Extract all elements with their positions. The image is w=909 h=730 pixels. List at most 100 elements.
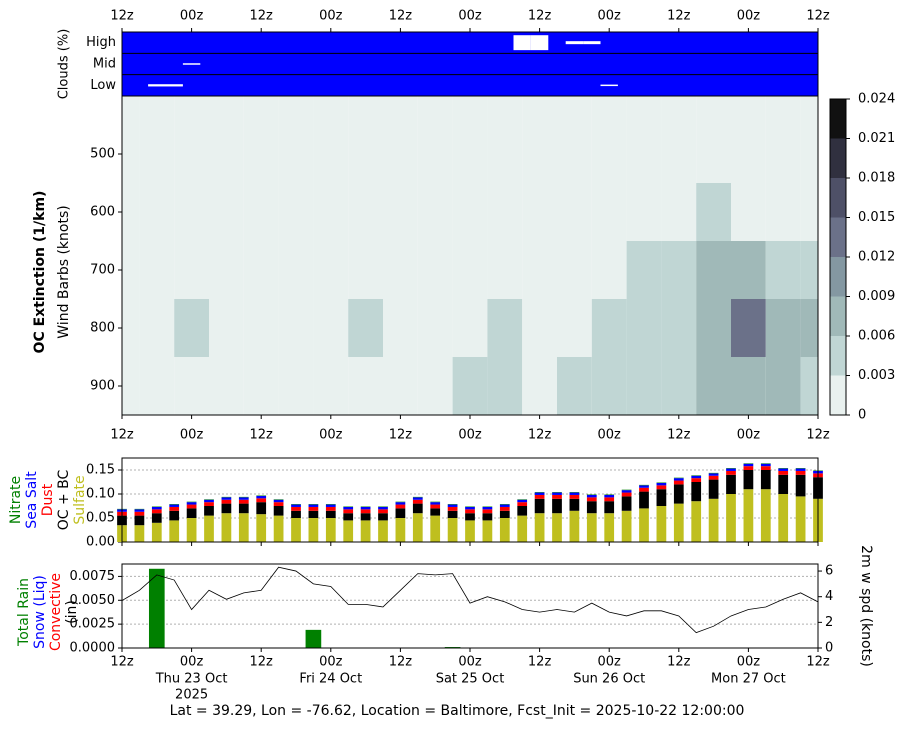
colorbar-tick-label: 0.015: [858, 210, 895, 225]
aerosol-bar: [412, 497, 423, 500]
aerosol-bar: [325, 506, 336, 511]
aerosol-bar: [569, 498, 580, 511]
aerosol-bar: [204, 499, 214, 503]
aerosol-bar: [343, 506, 354, 510]
aerosol-bar: [708, 475, 719, 480]
extinction-cell: [278, 183, 314, 241]
x-tick-label: 00z: [598, 655, 622, 670]
extinction-cell: [417, 96, 453, 183]
aerosol-bar: [673, 503, 684, 542]
cloud-cell: [182, 63, 201, 65]
aerosol-bar: [134, 509, 145, 512]
year-label: 2025: [175, 688, 208, 703]
aerosol-bar: [569, 510, 580, 542]
aerosol-bar: [795, 468, 806, 471]
aerosol-bar: [760, 466, 771, 470]
date-label: Fri 24 Oct: [299, 672, 362, 687]
aerosol-bar: [378, 509, 388, 514]
x-tick-label: 12z: [528, 428, 552, 443]
aerosol-bar: [273, 506, 284, 516]
date-label: Sun 26 Oct: [573, 672, 645, 687]
aerosol-bar: [482, 520, 493, 542]
aerosol-bar: [378, 506, 388, 510]
aerosol-bar: [221, 499, 232, 504]
aerosol-bar: [151, 522, 162, 542]
aerosol-bar: [482, 506, 493, 510]
aerosol-bar: [169, 506, 180, 511]
extinction-cell: [174, 241, 209, 299]
aerosol-bar: [708, 479, 719, 499]
aerosol-bar: [447, 506, 458, 511]
cloud-cell: [565, 41, 584, 45]
colorbar-tick-label: 0: [858, 408, 866, 423]
aerosol-bar: [412, 503, 423, 514]
aerosol-bar: [621, 490, 632, 493]
aerosol-bar: [673, 484, 684, 504]
x-tick-label: 12z: [667, 655, 691, 670]
extinction-cell: [313, 357, 349, 415]
y-tick-label: 2: [825, 615, 833, 630]
extinction-cell: [522, 96, 557, 183]
extinction-cell: [696, 241, 731, 299]
extinction-cell: [591, 241, 627, 299]
x-tick-label: 12z: [110, 655, 134, 670]
extinction-cell: [626, 299, 662, 357]
extinction-cell: [139, 241, 175, 299]
aerosol-bar: [569, 492, 580, 495]
aerosol-bar: [325, 518, 336, 542]
aerosol-bar: [430, 508, 441, 516]
extinction-cell: [209, 299, 244, 357]
aerosol-bar: [534, 498, 545, 514]
aerosol-bar: [238, 503, 249, 514]
date-label: Mon 27 Oct: [711, 672, 786, 687]
aerosol-bar: [604, 497, 615, 502]
aerosol-bar: [186, 518, 197, 542]
x-tick-label: 12z: [389, 655, 413, 670]
extinction-cell: [383, 183, 418, 241]
aerosol-bar: [360, 513, 371, 521]
aerosol-bar: [499, 506, 510, 511]
y-tick-label: 0.00: [86, 535, 115, 550]
aerosol-bar: [325, 510, 336, 518]
aerosol-bar: [778, 494, 789, 542]
extinction-cell: [696, 183, 731, 241]
cloud-cell: [165, 84, 183, 87]
extinction-cell: [452, 299, 488, 357]
aerosol-bar: [586, 494, 597, 498]
extinction-cell: [487, 299, 523, 357]
aerosol-bar: [778, 474, 789, 494]
extinction-cell: [557, 96, 592, 183]
y-tick-label: 0: [825, 641, 833, 656]
aerosol-bar: [273, 499, 284, 503]
row-label: High: [86, 35, 116, 50]
extinction-cell: [452, 357, 488, 415]
y-tick-label: 0.15: [86, 463, 115, 478]
aerosol-bar: [621, 492, 632, 497]
aerosol-bar: [360, 506, 371, 510]
aerosol-bar: [795, 474, 806, 497]
aerosol-bar: [291, 510, 301, 518]
colorbar-bin: [830, 336, 846, 376]
precip-bar: [305, 629, 322, 648]
extinction-cell: [348, 241, 383, 299]
aerosol-bar: [204, 506, 214, 516]
aerosol-bar: [656, 482, 667, 486]
extinction-cell: [626, 183, 662, 241]
extinction-cell: [661, 357, 697, 415]
aerosol-bar: [482, 513, 493, 521]
aerosol-bar: [378, 520, 388, 542]
aerosol-bar: [552, 513, 562, 542]
x-tick-label: 12z: [110, 9, 134, 24]
colorbar-tick-label: 0.018: [858, 171, 895, 186]
aerosol-bar: [325, 504, 336, 507]
extinction-cell: [139, 299, 175, 357]
colorbar-bin: [830, 138, 846, 178]
extinction-cell: [278, 241, 314, 299]
aerosol-bar: [238, 497, 249, 500]
colorbar-bin: [830, 178, 846, 218]
aerosol-bar: [586, 497, 597, 502]
aerosol-bar: [534, 492, 545, 495]
axis-label: (in): [64, 600, 80, 624]
aerosol-bar: [760, 463, 771, 467]
aerosol-bar: [691, 482, 702, 502]
